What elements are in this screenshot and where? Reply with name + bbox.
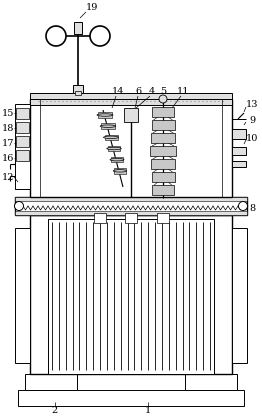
Circle shape [90, 26, 110, 46]
Bar [232, 147, 246, 155]
Bar [125, 213, 137, 223]
Circle shape [46, 26, 66, 46]
Ellipse shape [103, 136, 118, 139]
Bar [105, 134, 117, 140]
Bar [151, 172, 174, 182]
Text: 2: 2 [52, 406, 58, 414]
Bar [108, 146, 120, 151]
Text: 14: 14 [112, 88, 124, 96]
Bar [222, 99, 232, 197]
Bar [30, 93, 232, 99]
Ellipse shape [100, 125, 116, 127]
Text: 1: 1 [145, 406, 151, 414]
Bar [30, 99, 232, 105]
Bar [152, 107, 174, 117]
Bar [15, 228, 30, 363]
Bar [25, 374, 77, 390]
Text: 17: 17 [2, 139, 14, 147]
Ellipse shape [110, 158, 124, 161]
Bar [30, 99, 40, 197]
Bar [30, 215, 232, 374]
Bar [151, 133, 175, 143]
Bar [16, 108, 29, 119]
Bar [124, 108, 138, 122]
Circle shape [159, 95, 167, 103]
Circle shape [238, 202, 248, 210]
Bar [75, 91, 81, 95]
Text: 11: 11 [177, 88, 189, 96]
Ellipse shape [97, 114, 113, 116]
Bar [15, 197, 247, 201]
Bar [16, 150, 29, 161]
Bar [16, 122, 29, 133]
Bar [15, 104, 30, 189]
Ellipse shape [107, 147, 121, 150]
Bar [18, 390, 244, 406]
Bar [73, 85, 83, 93]
Bar [16, 136, 29, 147]
Text: 6: 6 [135, 88, 141, 96]
Text: 9: 9 [249, 116, 255, 124]
Bar [232, 228, 247, 363]
Bar [30, 99, 232, 197]
Bar [114, 168, 126, 173]
Bar [98, 112, 112, 118]
Bar [152, 185, 174, 195]
Bar [101, 123, 115, 129]
Circle shape [14, 202, 24, 210]
Bar [111, 157, 123, 163]
Text: 10: 10 [246, 134, 258, 142]
Text: 15: 15 [2, 109, 14, 117]
Bar [74, 22, 82, 34]
Ellipse shape [113, 170, 127, 172]
Bar [48, 219, 214, 374]
Text: 12: 12 [2, 173, 14, 181]
Bar [15, 211, 247, 215]
Bar [151, 120, 174, 130]
Bar [151, 159, 175, 169]
Bar [157, 213, 169, 223]
Text: 16: 16 [2, 153, 14, 163]
Text: 4: 4 [149, 88, 155, 96]
Text: 13: 13 [246, 99, 258, 109]
Text: 5: 5 [160, 88, 166, 96]
Text: 19: 19 [86, 3, 98, 13]
Bar [150, 146, 176, 156]
Bar [15, 197, 247, 215]
Bar [232, 161, 246, 167]
Bar [232, 129, 246, 139]
Bar [185, 374, 237, 390]
Text: 18: 18 [2, 124, 14, 132]
Bar [94, 213, 106, 223]
Text: 8: 8 [249, 204, 255, 212]
